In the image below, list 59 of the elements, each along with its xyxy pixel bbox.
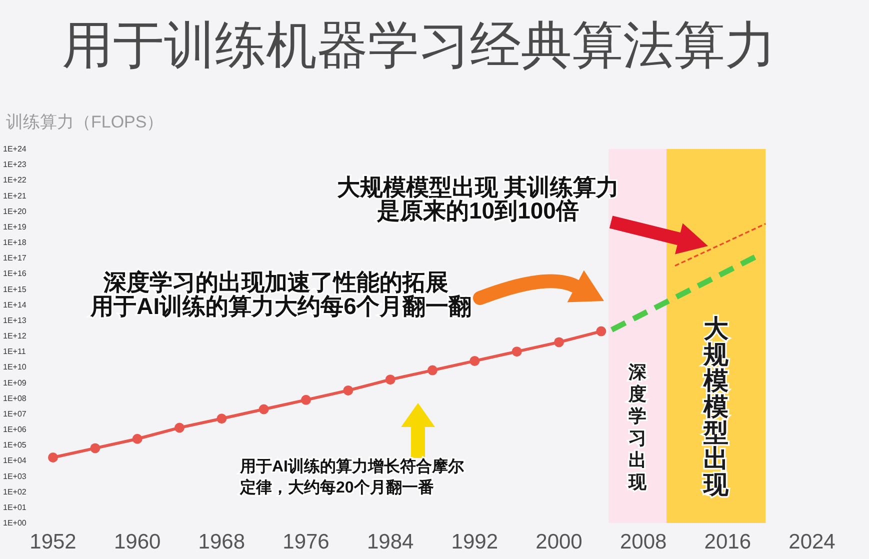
y-tick-label: 1E+04 xyxy=(3,456,27,466)
x-tick-label: 1976 xyxy=(282,530,330,554)
y-tick-label: 1E+17 xyxy=(3,254,27,263)
annotation: 大规模模型出现 其训练算力 xyxy=(336,174,620,200)
y-axis-title: 训练算力（FLOPS） xyxy=(6,112,164,132)
y-tick-label: 1E+06 xyxy=(3,425,27,434)
y-tick-label: 1E+01 xyxy=(3,502,27,512)
y-tick-label: 1E+24 xyxy=(3,144,27,154)
annotation: 是原来的10到100倍 xyxy=(376,198,579,224)
annotation: 用于AI训练的算力大约每6个月翻一翻 xyxy=(90,293,472,319)
y-tick-label: 1E+13 xyxy=(3,316,27,325)
y-tick-label: 1E+08 xyxy=(3,394,27,403)
annotation: 定律，大约每20个月翻一番 xyxy=(239,478,434,496)
point xyxy=(132,434,142,444)
x-tick-label: 2000 xyxy=(536,530,582,554)
y-tick-label: 1E+14 xyxy=(3,300,27,310)
x-tick-label: 1968 xyxy=(198,530,246,554)
point xyxy=(428,365,438,376)
point xyxy=(470,356,480,366)
x-tick-label: 1960 xyxy=(114,530,161,554)
y-tick-label: 1E+00 xyxy=(3,518,27,528)
y-tick-label: 1E+07 xyxy=(3,409,27,418)
x-tick-label: 2016 xyxy=(704,530,752,554)
y-tick-label: 1E+03 xyxy=(3,472,27,481)
point xyxy=(258,404,269,414)
band-label: 大规模模型出现 xyxy=(702,315,730,499)
y-tick-label: 1E+18 xyxy=(3,238,27,247)
point xyxy=(512,346,522,357)
point xyxy=(385,374,396,385)
point xyxy=(174,422,184,433)
annotation: 用于AI训练的算力增长符合摩尔 xyxy=(239,458,465,476)
y-tick-label: 1E+21 xyxy=(3,191,27,200)
x-tick-label: 2008 xyxy=(620,530,667,554)
y-tick-label: 1E+10 xyxy=(3,362,27,372)
y-tick-label: 1E+12 xyxy=(3,332,27,340)
point xyxy=(554,337,564,348)
point xyxy=(301,394,311,405)
point xyxy=(90,443,100,454)
y-tick-label: 1E+09 xyxy=(3,378,27,388)
x-tick-label: 1992 xyxy=(451,530,498,554)
y-tick-label: 1E+20 xyxy=(3,206,27,216)
chart-title: 用于训练机器学习经典算法算力 xyxy=(62,16,776,74)
x-tick-label: 1984 xyxy=(366,530,414,554)
y-tick-label: 1E+11 xyxy=(3,347,26,356)
y-tick-label: 1E+23 xyxy=(3,160,27,170)
point xyxy=(596,326,606,336)
band-label: 深度学习出现 xyxy=(628,362,648,492)
y-tick-label: 1E+16 xyxy=(3,269,27,278)
point xyxy=(48,452,58,462)
y-tick-label: 1E+05 xyxy=(3,440,27,450)
x-tick-label: 1952 xyxy=(30,530,76,554)
point xyxy=(216,414,227,424)
y-tick-label: 1E+15 xyxy=(3,284,27,294)
y-tick-label: 1E+02 xyxy=(3,487,27,496)
annotation: 深度学习的出现加速了性能的拓展 xyxy=(102,269,448,295)
x-tick-label: 2024 xyxy=(788,530,836,554)
y-tick-label: 1E+22 xyxy=(3,176,27,185)
point xyxy=(343,385,354,396)
y-tick-label: 1E+19 xyxy=(3,222,27,232)
